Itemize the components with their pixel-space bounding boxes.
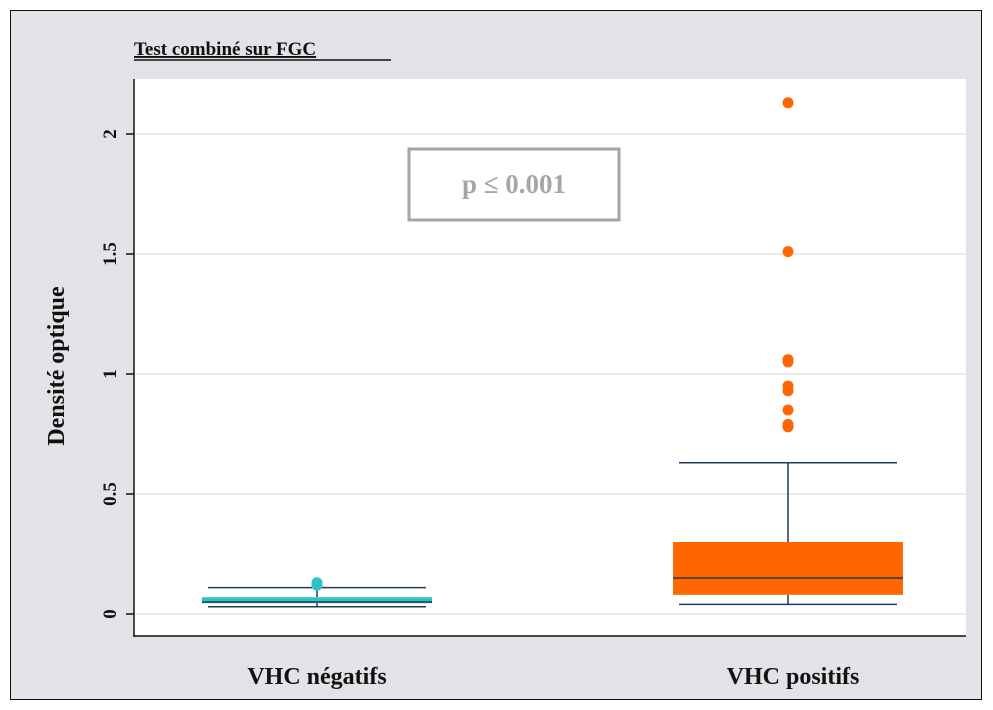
y-tick-label: 2 [100, 129, 121, 139]
category-label-vhc-positifs: VHC positifs [727, 664, 860, 690]
category-label-vhc-negatifs: VHC négatifs [247, 664, 386, 690]
iqr-box [673, 542, 903, 595]
box-plot-chart: 0 0.5 1 1.5 2 p ≤ 0.001 Test combiné sur FGC… [44, 39, 966, 690]
boxes [202, 97, 903, 608]
outlier-point [782, 418, 794, 430]
chart-frame: 0 0.5 1 1.5 2 p ≤ 0.001 Test combiné sur FGC… [10, 10, 982, 700]
p-value-text: p ≤ 0.001 [462, 169, 566, 199]
outlier-point [782, 404, 794, 416]
chart-title: Test combiné sur FGC [134, 39, 316, 60]
outlier-point [782, 246, 794, 258]
outlier-point [782, 97, 794, 109]
box-vhc-positifs [673, 97, 903, 606]
gridlines [135, 133, 966, 615]
outlier-point [782, 354, 794, 366]
outlier-point [782, 380, 794, 392]
y-axis-label: Densité optique [44, 286, 70, 446]
y-tick-label: 0 [100, 609, 121, 619]
iqr-box [202, 597, 432, 604]
y-tick-label: 1 [100, 369, 121, 379]
box-vhc-negatifs [202, 577, 432, 608]
p-value-box [407, 147, 621, 222]
y-tick-label: 0.5 [100, 482, 121, 506]
outlier-point [311, 577, 323, 589]
y-axis-ticks: 0 0.5 1 1.5 2 [100, 129, 134, 619]
p-value-annotation: p ≤ 0.001 [407, 147, 621, 222]
y-tick-label: 1.5 [100, 242, 121, 266]
